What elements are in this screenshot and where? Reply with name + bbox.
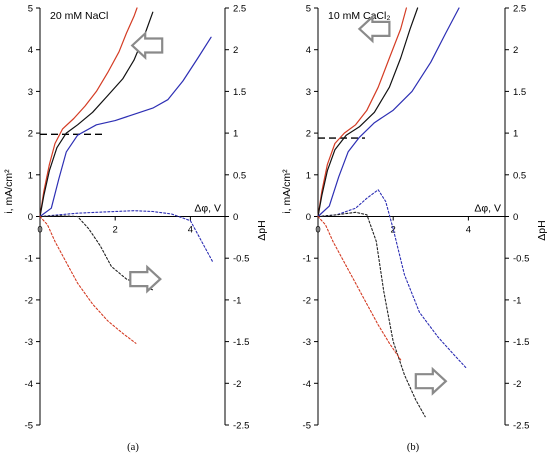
ph-curve-red <box>39 215 137 344</box>
right-axis-tick-label: 2.5 <box>233 4 246 15</box>
left-axis-tick-label: -5 <box>303 421 311 432</box>
left-axis-tick-label: 3 <box>28 87 33 98</box>
x-axis-tick-label: 4 <box>466 225 471 236</box>
right-axis-label: ΔpH <box>536 220 548 240</box>
x-axis-label: Δφ, V <box>194 203 221 215</box>
left-axis-tick-label: -3 <box>25 337 33 348</box>
left-axis-tick-label: 2 <box>28 129 33 140</box>
ph-curve-red <box>317 215 402 361</box>
panel-caption: (a) <box>127 442 139 453</box>
left-axis-tick-label: 2 <box>306 129 311 140</box>
ph-curve-blue <box>39 210 214 263</box>
ph-curve-dark <box>317 211 426 418</box>
x-axis-tick-label: 0 <box>37 225 42 236</box>
arrow-left-icon <box>357 14 391 44</box>
right-axis-tick-label: 0 <box>513 212 518 223</box>
current-curve-black <box>39 11 154 218</box>
current-curve-black <box>317 7 419 218</box>
panel-a: 5 4 3 2 1 0 -1 -2 -3 -4 -5 2.5 2 1.5 1 0.5 0 -0.5 -1 -1.5 -2… <box>3 4 268 454</box>
right-axis-tick-label: 1 <box>233 129 238 140</box>
right-axis-tick-label: -1.5 <box>513 337 529 348</box>
left-axis-tick-label: 4 <box>28 45 33 56</box>
right-axis-tick-label: 1.5 <box>233 87 246 98</box>
left-axis-tick-label: -1 <box>25 254 33 265</box>
x-axis-tick-label: 2 <box>391 225 396 236</box>
right-axis-label: ΔpH <box>256 220 268 240</box>
left-axis-tick-label: 5 <box>306 4 311 15</box>
x-axis-label: Δφ, V <box>474 203 501 215</box>
panel-caption: (b) <box>407 442 420 453</box>
panel-title: 20 mM NaCl <box>50 10 108 22</box>
right-axis-tick-label: 0 <box>233 212 238 223</box>
x-axis-tick-label: 2 <box>113 225 118 236</box>
current-curve-red <box>317 7 407 218</box>
current-curve-blue <box>39 36 212 218</box>
left-axis-tick-label: -4 <box>303 379 311 390</box>
right-axis-tick-label: -2 <box>233 379 241 390</box>
right-axis-tick-label: -2.5 <box>513 421 529 432</box>
right-axis-tick-label: 1 <box>513 129 518 140</box>
right-axis-tick-label: 2.5 <box>513 4 526 15</box>
arrow-right-icon <box>129 264 162 294</box>
right-axis-tick-label: -1 <box>233 295 241 306</box>
right-axis-tick-label: 2 <box>233 45 238 56</box>
x-axis-tick-label: 0 <box>315 225 320 236</box>
x-axis-tick-label: 4 <box>188 225 193 236</box>
right-axis-tick-label: 0.5 <box>513 170 526 181</box>
left-axis-tick-label: 0 <box>28 212 33 223</box>
left-axis-tick-label: 5 <box>28 4 33 15</box>
current-curve-blue <box>317 7 460 218</box>
left-axis-tick-label: 1 <box>306 170 311 181</box>
ph-curve-blue <box>317 189 468 369</box>
left-axis-tick-label: 4 <box>306 45 311 56</box>
panel-title: 10 mM CaCl₂ <box>328 10 390 22</box>
right-axis-tick-label: -0.5 <box>233 254 249 265</box>
right-axis-tick-label: -2 <box>513 379 521 390</box>
right-axis-tick-label: -0.5 <box>513 254 529 265</box>
left-axis-label: i, mA/cm² <box>3 169 15 214</box>
right-axis-tick-label: -2.5 <box>233 421 249 432</box>
left-axis-tick-label: -2 <box>303 295 311 306</box>
left-axis-tick-label: -1 <box>303 254 311 265</box>
panel-b: 5 4 3 2 1 0 -1 -2 -3 -4 -5 2.5 2 1.5 1 0.5 0 -0.5 -1 -1.5 -2… <box>281 4 548 454</box>
left-axis-tick-label: 3 <box>306 87 311 98</box>
left-axis-tick-label: 1 <box>28 170 33 181</box>
left-axis-tick-label: 0 <box>306 212 311 223</box>
arrow-right-icon <box>414 366 448 396</box>
current-curve-red <box>39 7 138 218</box>
left-axis-label: i, mA/cm² <box>281 169 293 214</box>
left-axis-tick-label: -3 <box>303 337 311 348</box>
right-axis-tick-label: -1.5 <box>233 337 249 348</box>
left-axis-tick-label: -5 <box>25 421 33 432</box>
right-axis-tick-label: -1 <box>513 295 521 306</box>
arrow-left-icon <box>130 30 164 61</box>
right-axis-tick-label: 0.5 <box>233 170 246 181</box>
left-axis-tick-label: -2 <box>25 295 33 306</box>
left-axis-tick-label: -4 <box>25 379 33 390</box>
right-axis-tick-label: 2 <box>513 45 518 56</box>
right-axis-tick-label: 1.5 <box>513 87 526 98</box>
